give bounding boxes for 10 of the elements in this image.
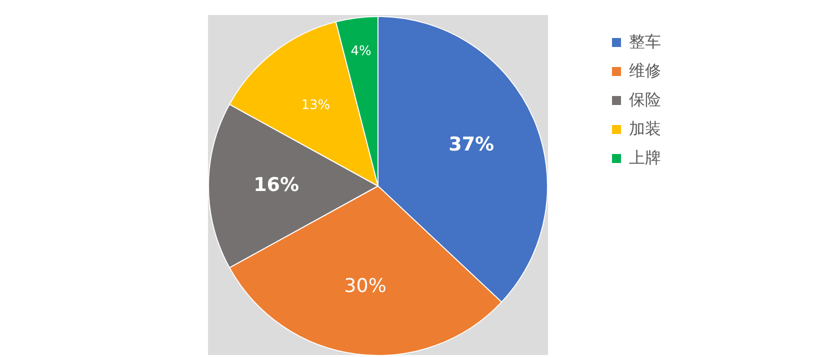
legend-label: 加装 [629, 119, 661, 140]
legend-label: 维修 [629, 61, 661, 82]
data-label: 30% [344, 274, 386, 297]
data-label: 4% [350, 44, 372, 59]
legend-label: 上牌 [629, 148, 661, 169]
legend-label: 保险 [629, 90, 661, 111]
data-label: 13% [301, 98, 330, 114]
legend-label: 整车 [629, 32, 661, 53]
data-label: 16% [254, 174, 300, 196]
data-label: 37% [448, 134, 494, 156]
